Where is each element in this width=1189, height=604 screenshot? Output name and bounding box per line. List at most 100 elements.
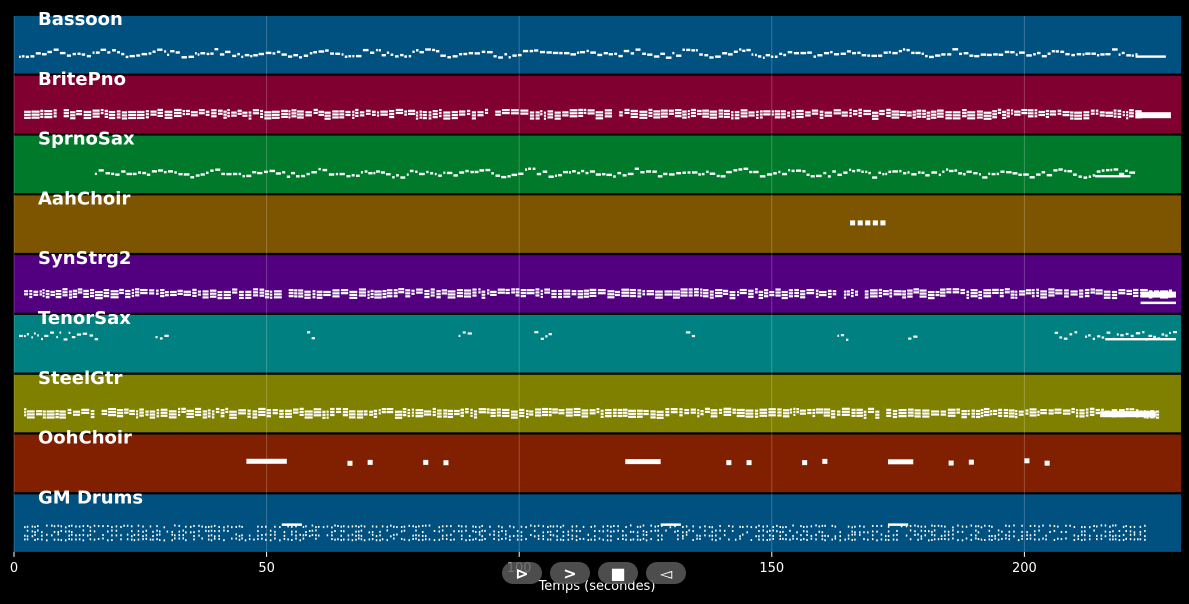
note xyxy=(811,112,819,115)
note xyxy=(312,290,316,293)
note xyxy=(899,110,906,114)
note xyxy=(702,115,709,118)
note xyxy=(505,533,507,536)
note xyxy=(587,533,590,536)
note xyxy=(409,169,414,173)
note xyxy=(472,291,477,294)
note xyxy=(1126,54,1131,57)
note xyxy=(655,290,663,293)
note xyxy=(636,538,639,541)
note xyxy=(563,170,569,174)
note xyxy=(412,50,415,53)
note xyxy=(739,48,742,51)
note xyxy=(418,534,420,537)
note xyxy=(244,53,250,57)
note xyxy=(313,51,318,54)
note xyxy=(604,412,612,415)
play-button[interactable]: ⊳ xyxy=(502,562,542,584)
note xyxy=(1118,529,1121,532)
note xyxy=(160,414,168,417)
note xyxy=(739,535,741,538)
note xyxy=(740,115,748,118)
stop-button[interactable]: ■ xyxy=(598,562,638,584)
note xyxy=(931,530,933,533)
note xyxy=(687,113,690,116)
note xyxy=(424,538,427,541)
note xyxy=(126,172,133,176)
note xyxy=(703,289,709,292)
note xyxy=(194,407,202,411)
forward-button[interactable]: > xyxy=(550,562,590,584)
note xyxy=(999,289,1004,292)
note xyxy=(386,295,393,298)
note xyxy=(967,412,970,416)
note xyxy=(604,112,612,115)
note xyxy=(111,529,113,532)
note xyxy=(135,291,140,294)
note xyxy=(947,53,952,56)
note xyxy=(193,535,195,538)
note xyxy=(1064,289,1069,292)
note xyxy=(115,529,118,532)
note xyxy=(670,411,678,414)
note xyxy=(70,111,76,114)
note xyxy=(42,410,46,413)
note xyxy=(525,415,529,419)
note xyxy=(872,220,878,226)
note xyxy=(415,529,417,532)
note xyxy=(822,458,828,464)
note xyxy=(90,415,95,419)
note xyxy=(530,534,532,537)
note xyxy=(473,413,478,416)
note xyxy=(1070,114,1074,117)
note xyxy=(156,525,158,528)
note xyxy=(944,525,946,528)
note xyxy=(831,538,834,541)
note xyxy=(53,525,56,528)
note xyxy=(802,537,805,540)
note xyxy=(891,113,900,116)
note xyxy=(481,290,486,293)
note xyxy=(1049,530,1051,533)
note xyxy=(789,411,793,414)
note xyxy=(424,524,427,527)
note xyxy=(966,296,970,299)
note xyxy=(543,117,547,120)
note xyxy=(1021,530,1023,533)
note xyxy=(55,296,62,299)
note xyxy=(887,538,890,541)
note xyxy=(920,537,923,540)
note xyxy=(325,49,329,52)
note xyxy=(764,292,769,295)
note xyxy=(819,116,824,119)
note xyxy=(833,53,840,56)
note xyxy=(330,410,335,414)
note xyxy=(827,289,832,292)
note xyxy=(1038,113,1046,117)
note xyxy=(170,293,177,297)
note xyxy=(534,49,539,52)
note xyxy=(702,109,709,112)
note xyxy=(555,174,557,177)
note xyxy=(1089,413,1095,416)
note xyxy=(192,288,197,291)
note xyxy=(26,416,35,419)
note xyxy=(101,409,108,412)
note xyxy=(1034,115,1038,118)
note xyxy=(931,539,933,542)
note xyxy=(1053,525,1056,528)
note xyxy=(571,293,577,296)
note xyxy=(682,534,684,537)
note xyxy=(458,524,460,527)
note xyxy=(411,414,414,417)
back-button[interactable]: ◅ xyxy=(646,562,686,584)
note xyxy=(926,117,931,120)
note xyxy=(998,408,1003,411)
note xyxy=(454,409,460,413)
note xyxy=(355,54,362,58)
note xyxy=(152,530,154,533)
note xyxy=(419,116,422,119)
note xyxy=(1090,112,1095,115)
note xyxy=(318,110,324,113)
note xyxy=(680,288,688,291)
